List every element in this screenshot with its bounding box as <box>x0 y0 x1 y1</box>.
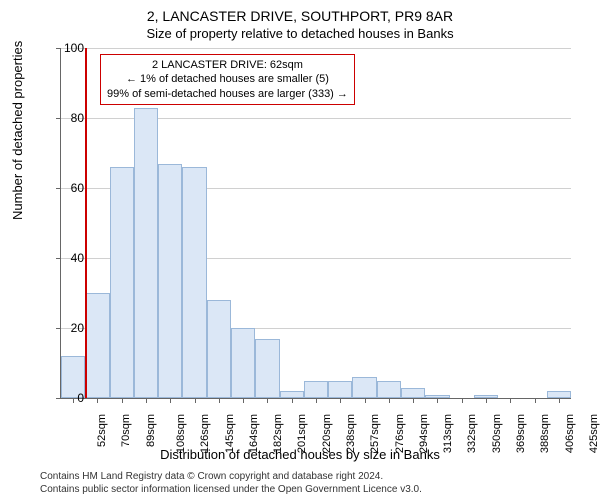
xtick-mark <box>365 398 366 403</box>
xtick-mark <box>97 398 98 403</box>
y-axis-label: Number of detached properties <box>10 41 25 220</box>
chart-subtitle: Size of property relative to detached ho… <box>0 24 600 41</box>
histogram-bar <box>85 293 109 398</box>
xtick-mark <box>559 398 560 403</box>
xtick-mark <box>195 398 196 403</box>
ytick-label: 100 <box>44 41 84 55</box>
xtick-mark <box>413 398 414 403</box>
xtick-label: 276sqm <box>394 414 406 453</box>
xtick-label: 70sqm <box>120 414 132 447</box>
histogram-bar <box>158 164 182 399</box>
ytick-label: 80 <box>44 111 84 125</box>
histogram-bar <box>182 167 206 398</box>
ytick-label: 40 <box>44 251 84 265</box>
xtick-label: 332sqm <box>467 414 479 453</box>
ytick-label: 20 <box>44 321 84 335</box>
xtick-label: 201sqm <box>297 414 309 453</box>
footer: Contains HM Land Registry data © Crown c… <box>40 470 590 496</box>
histogram-bar <box>134 108 158 399</box>
annotation-line2: ← 1% of detached houses are smaller (5) <box>107 72 348 86</box>
footer-line1: Contains HM Land Registry data © Crown c… <box>40 470 590 483</box>
xtick-label: 108sqm <box>175 414 187 453</box>
xtick-mark <box>437 398 438 403</box>
xtick-label: 388sqm <box>539 414 551 453</box>
xtick-label: 238sqm <box>345 414 357 453</box>
xtick-mark <box>316 398 317 403</box>
xtick-label: 257sqm <box>369 414 381 453</box>
xtick-label: 406sqm <box>564 414 576 453</box>
xtick-label: 369sqm <box>515 414 527 453</box>
xtick-label: 294sqm <box>418 414 430 453</box>
xtick-label: 350sqm <box>491 414 503 453</box>
histogram-bar <box>547 391 571 398</box>
xtick-mark <box>535 398 536 403</box>
histogram-bar <box>401 388 425 399</box>
histogram-bar <box>207 300 231 398</box>
xtick-mark <box>486 398 487 403</box>
xtick-label: 182sqm <box>272 414 284 453</box>
ytick-label: 0 <box>44 391 84 405</box>
xtick-mark <box>170 398 171 403</box>
property-marker-line <box>85 48 87 398</box>
xtick-label: 52sqm <box>96 414 108 447</box>
xtick-mark <box>267 398 268 403</box>
histogram-bar <box>280 391 304 398</box>
chart-area: 2 LANCASTER DRIVE: 62sqm ← 1% of detache… <box>60 48 570 398</box>
xtick-label: 313sqm <box>442 414 454 453</box>
xtick-label: 164sqm <box>248 414 260 453</box>
xtick-mark <box>292 398 293 403</box>
xtick-mark <box>340 398 341 403</box>
chart-container: 2, LANCASTER DRIVE, SOUTHPORT, PR9 8AR S… <box>0 0 600 500</box>
xtick-label: 220sqm <box>321 414 333 453</box>
xtick-mark <box>510 398 511 403</box>
xtick-label: 89sqm <box>145 414 157 447</box>
ytick-label: 60 <box>44 181 84 195</box>
xtick-mark <box>243 398 244 403</box>
gridline <box>61 48 571 49</box>
histogram-bar <box>352 377 376 398</box>
chart-title: 2, LANCASTER DRIVE, SOUTHPORT, PR9 8AR <box>0 0 600 24</box>
xtick-label: 126sqm <box>199 414 211 453</box>
histogram-bar <box>377 381 401 399</box>
footer-line2: Contains public sector information licen… <box>40 483 590 496</box>
histogram-bar <box>304 381 328 399</box>
histogram-bar <box>328 381 352 399</box>
xtick-mark <box>462 398 463 403</box>
annotation-line1: 2 LANCASTER DRIVE: 62sqm <box>107 58 348 72</box>
histogram-bar <box>110 167 134 398</box>
histogram-bar <box>231 328 255 398</box>
xtick-mark <box>146 398 147 403</box>
xtick-mark <box>219 398 220 403</box>
annotation-box: 2 LANCASTER DRIVE: 62sqm ← 1% of detache… <box>100 54 355 105</box>
annotation-line3: 99% of semi-detached houses are larger (… <box>107 87 348 101</box>
histogram-bar <box>255 339 279 399</box>
xtick-label: 425sqm <box>588 414 600 453</box>
xtick-mark <box>122 398 123 403</box>
xtick-mark <box>389 398 390 403</box>
xtick-label: 145sqm <box>224 414 236 453</box>
